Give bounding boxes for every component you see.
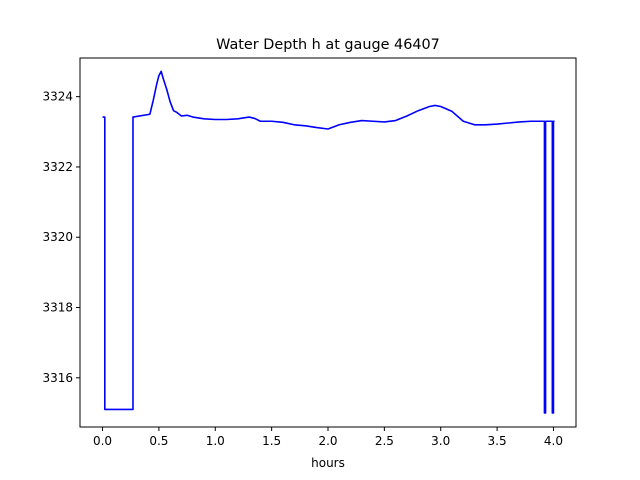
x-axis-label: hours	[311, 456, 345, 470]
series-layer	[102, 70, 555, 414]
y-tick-label: 3318	[42, 301, 73, 315]
x-tick-label: 4.0	[544, 434, 563, 448]
y-tick-label: 3316	[42, 371, 73, 385]
x-tick-label: 1.0	[206, 434, 225, 448]
x-tick-label: 0.0	[93, 434, 112, 448]
x-tick-label: 1.5	[262, 434, 281, 448]
x-tick-label: 2.5	[375, 434, 394, 448]
y-tick-label: 3320	[42, 230, 73, 244]
axes-frame	[79, 57, 577, 428]
plot-frame	[79, 57, 577, 428]
y-axis: 3316 3318 3320 3322 3324	[42, 90, 80, 385]
x-tick-label: 3.5	[488, 434, 507, 448]
x-tick-label: 0.5	[149, 434, 168, 448]
series-line-0	[102, 70, 555, 414]
x-tick-label: 2.0	[318, 434, 337, 448]
y-tick-label: 3322	[42, 160, 73, 174]
x-tick-label: 3.0	[431, 434, 450, 448]
chart-title: Water Depth h at gauge 46407	[216, 37, 440, 53]
x-axis: 0.0 0.5 1.0 1.5 2.0 2.5 3.0 3.5 4.0	[93, 427, 563, 448]
y-tick-label: 3324	[42, 90, 73, 104]
